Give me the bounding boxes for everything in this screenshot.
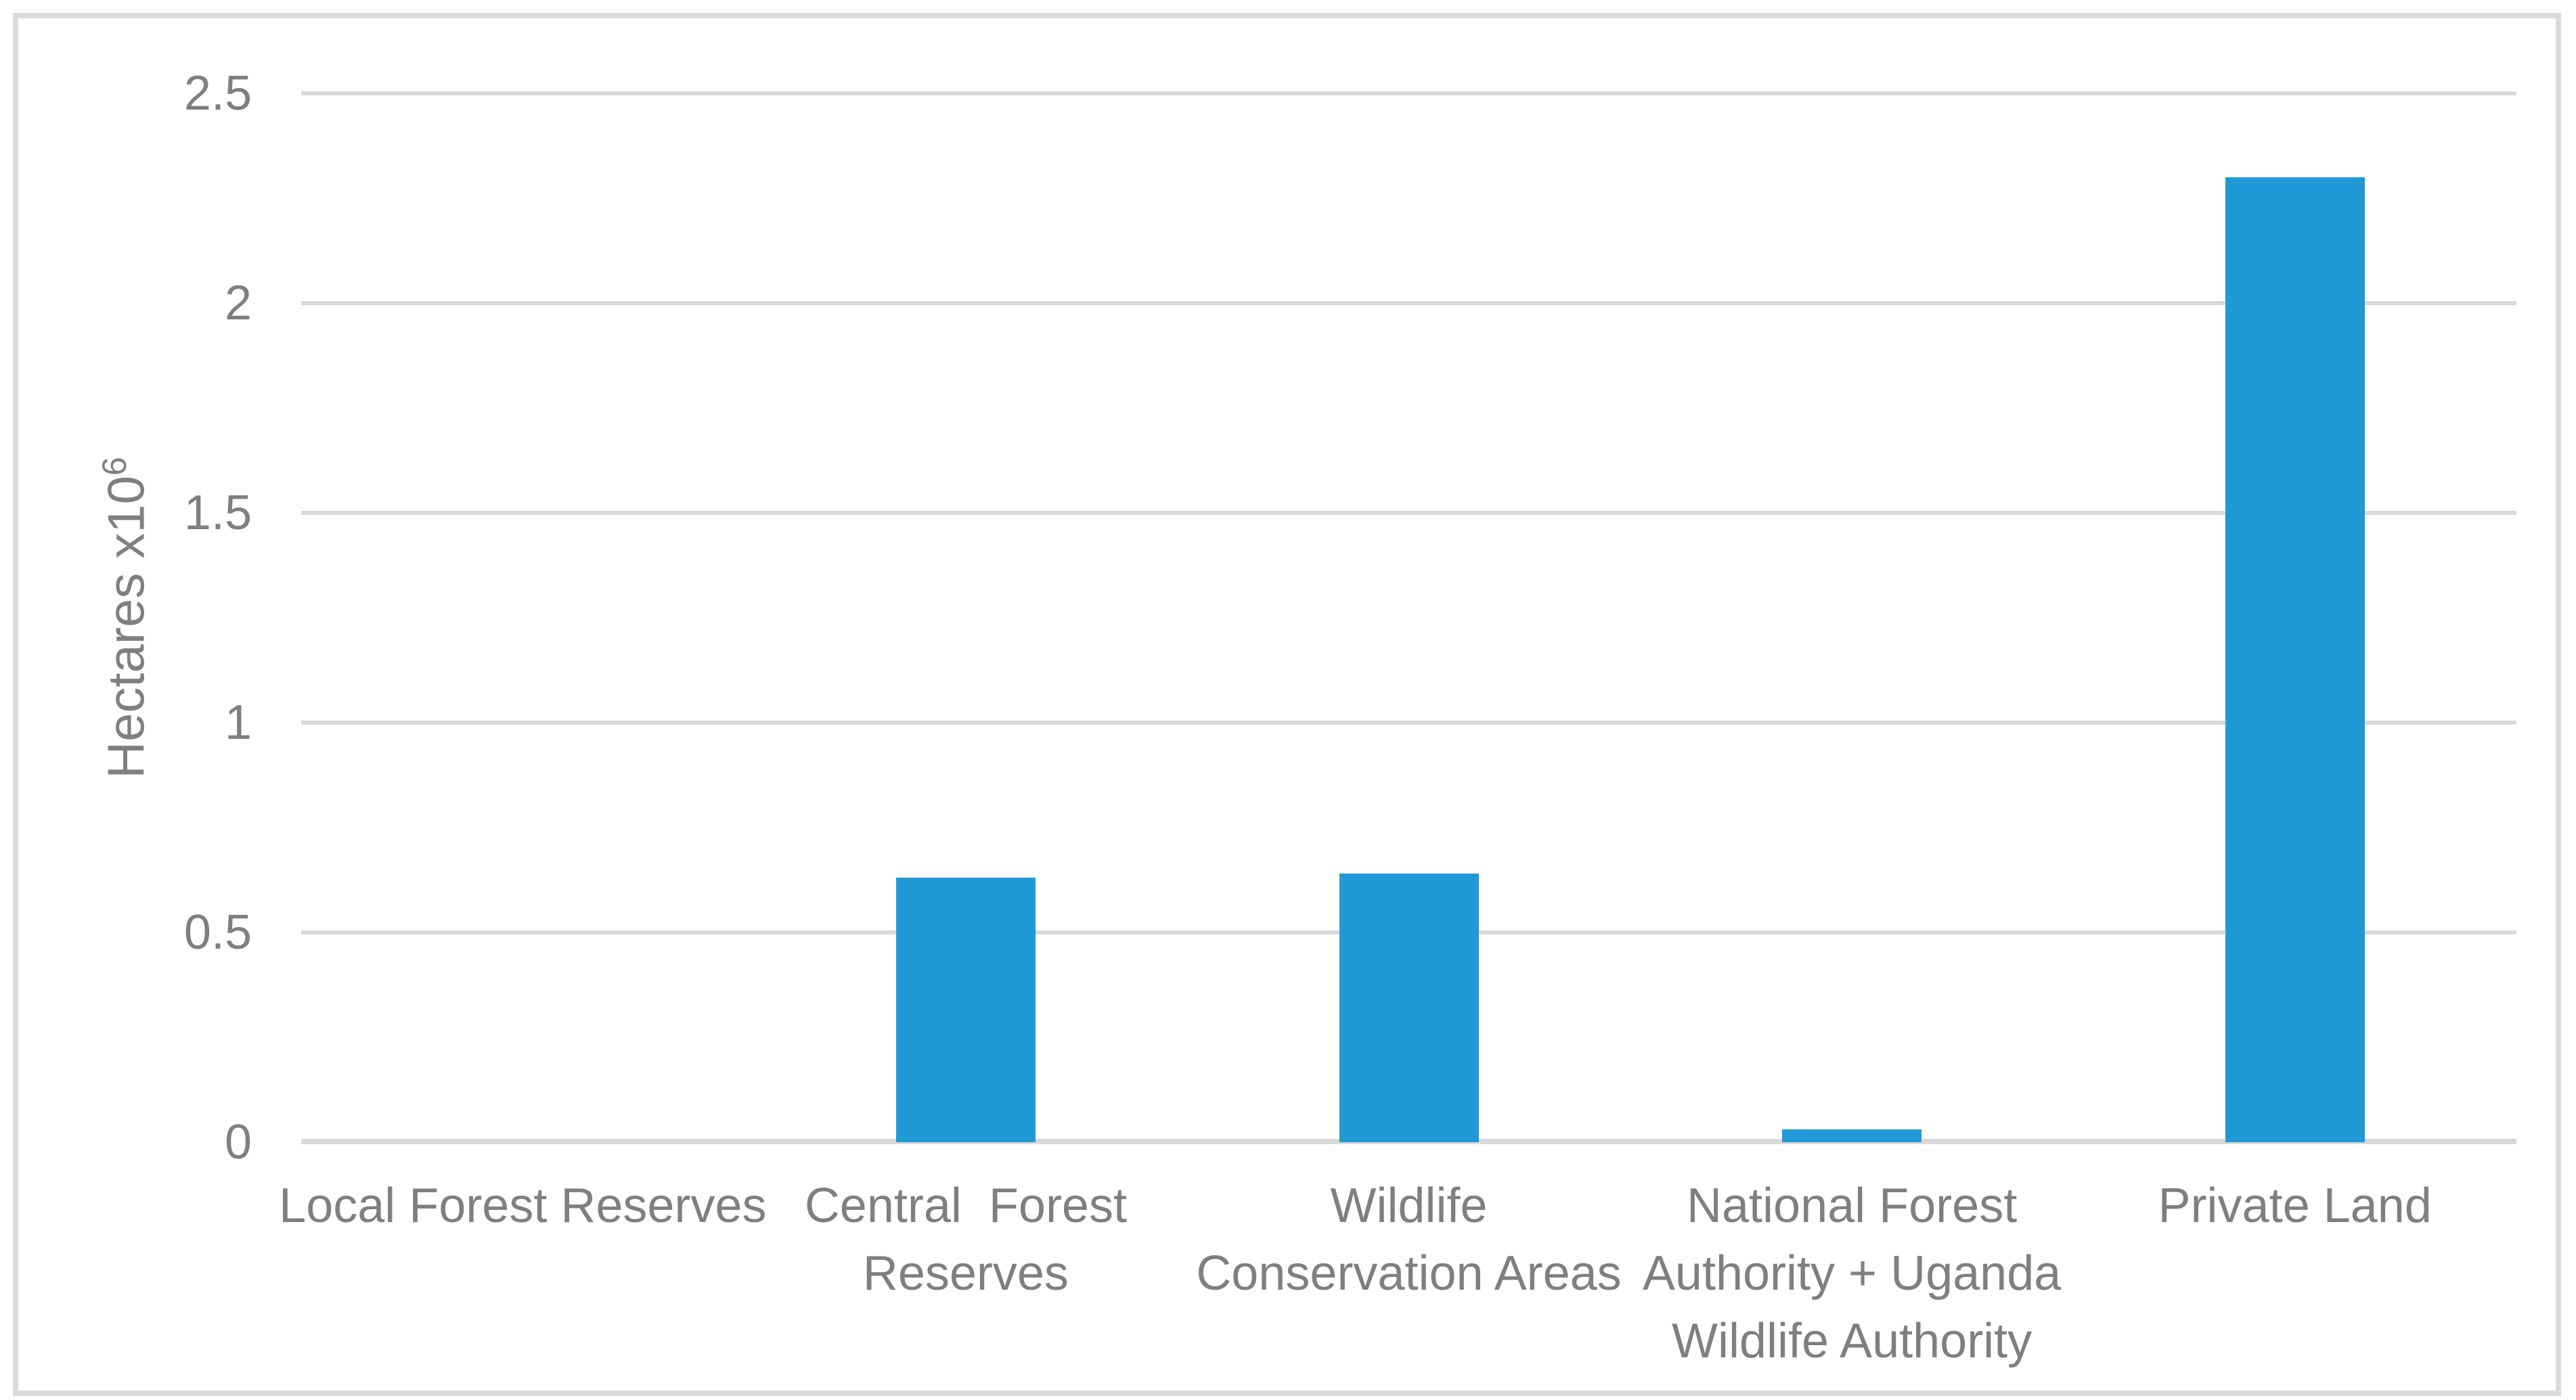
y-tick-label: 1.5 (183, 486, 252, 540)
gridline-y-1.5 (301, 511, 2516, 515)
x-category-label: Central Forest Reserves (804, 1179, 1127, 1301)
plot-area (301, 91, 2516, 1144)
gridline-y-1 (301, 721, 2516, 725)
chart-frame: Hectares x106 0 0.5 1 1.5 2 2.5 Local Forest … (13, 13, 2561, 1396)
bar (2225, 177, 2365, 1142)
y-tick-label: 2.5 (183, 66, 252, 120)
x-axis-category-labels: Local Forest Reserves Central Forest Rese… (279, 1172, 2516, 1400)
y-axis-tick-labels: 0 0.5 1 1.5 2 2.5 (18, 69, 252, 1167)
y-tick-label: 1 (224, 696, 252, 750)
bar (1782, 1129, 1922, 1142)
x-category-label: Local Forest Reserves (279, 1179, 767, 1233)
bar (1339, 874, 1479, 1142)
x-category-label: National Forest Authority + Uganda Wildl… (1642, 1179, 2062, 1368)
x-category-label: Private Land (2158, 1179, 2432, 1233)
y-tick-label: 0.5 (183, 905, 252, 959)
y-tick-label: 2 (224, 276, 252, 330)
x-category-label: Wildlife Conservation Areas (1196, 1179, 1622, 1301)
bar (895, 878, 1036, 1142)
gridline-y-2 (301, 301, 2516, 305)
y-tick-label: 0 (224, 1115, 252, 1169)
gridline-y-2.5 (301, 91, 2516, 95)
